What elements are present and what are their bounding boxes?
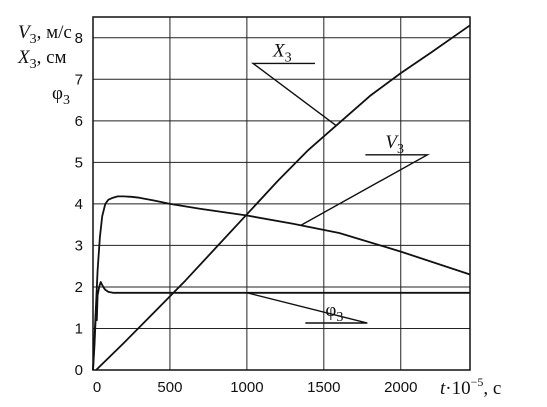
y-tick-label: 5 bbox=[75, 154, 83, 171]
y-axis-label-line: φ3 bbox=[52, 83, 70, 108]
x-tick-label: 2000 bbox=[384, 379, 417, 396]
annotation-label-X: X3 bbox=[272, 40, 292, 65]
y-tick-label: 1 bbox=[75, 320, 83, 337]
x-axis-label: t·10−5, с bbox=[440, 375, 501, 399]
annotation-label-φ: φ3 bbox=[325, 300, 343, 325]
x-tick-label: 1500 bbox=[307, 379, 340, 396]
y-axis-label-line: X3, см bbox=[17, 47, 67, 72]
plot-border bbox=[92, 16, 471, 371]
x-tick-label: 0 bbox=[93, 379, 101, 396]
y-tick-label: 7 bbox=[75, 71, 83, 88]
y-axis-label-line: V3, м/с bbox=[18, 22, 72, 47]
curves bbox=[92, 24, 471, 371]
annotation-leader-V bbox=[300, 154, 431, 226]
annotations: X3 V3 φ3 bbox=[246, 40, 431, 325]
y-tick-label: 4 bbox=[75, 196, 83, 213]
annotation-leader-φ bbox=[246, 292, 368, 324]
y-tick-label: 2 bbox=[75, 279, 83, 296]
annotation-leader-X bbox=[250, 62, 337, 127]
annotation-label-V: V3 bbox=[385, 132, 404, 157]
series-line-V bbox=[92, 195, 471, 371]
y-tick-label: 8 bbox=[75, 30, 83, 47]
series-line-X bbox=[95, 24, 471, 371]
plot-frame bbox=[92, 16, 471, 371]
y-axis-label: V3, м/сX3, см φ3 bbox=[17, 22, 72, 108]
grid bbox=[92, 17, 470, 370]
x-tick-label: 1000 bbox=[230, 379, 263, 396]
y-tick-label: 6 bbox=[75, 113, 83, 130]
x-axis-label-text: t·10−5, с bbox=[440, 375, 501, 399]
x-tick-labels: 0 500 1000 1500 2000 bbox=[93, 379, 418, 396]
y-tick-label: 0 bbox=[75, 362, 83, 379]
series-line-φ bbox=[92, 281, 470, 371]
y-tick-label: 3 bbox=[75, 237, 83, 254]
y-tick-labels: 0 1 2 3 4 5 6 7 8 bbox=[75, 30, 83, 379]
x-tick-label: 500 bbox=[157, 379, 182, 396]
